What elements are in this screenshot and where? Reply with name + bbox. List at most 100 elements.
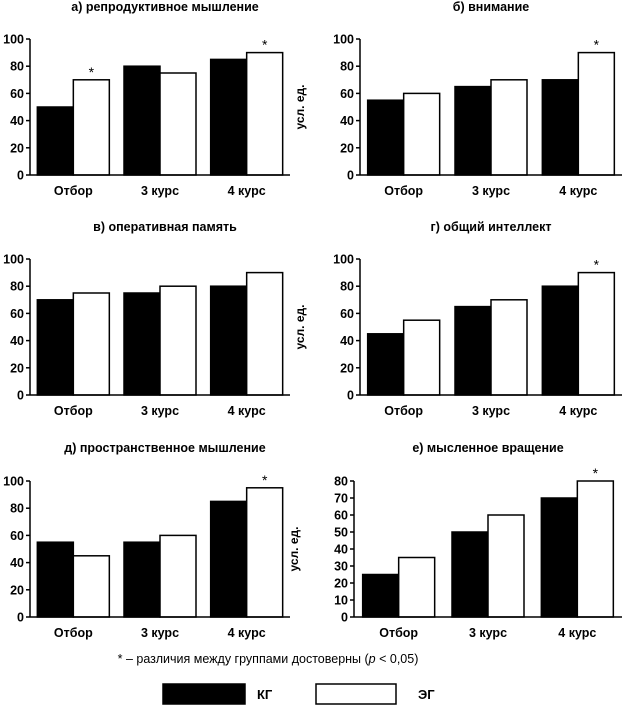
y-tick-label: 40 [340,114,354,128]
footnote-part: < 0,05) [376,652,419,666]
y-tick-label: 20 [340,361,354,375]
x-category-label: 3 курс [141,626,179,640]
y-tick-label: 80 [10,280,24,294]
bar-eg [490,79,528,176]
bar-eg [72,292,111,396]
bar-kg [541,79,580,176]
bar-kg [209,285,248,396]
bar-kg [36,541,75,618]
y-tick-label: 100 [3,33,24,47]
chart-title: е) мысленное вращение [412,441,563,455]
bar-kg [123,65,161,176]
chart-panel: в) оперативная память 0 20 40 60 80 100 Отбор 3 … [3,220,290,418]
footnote-part: p [368,652,376,666]
y-tick-label: 0 [17,169,24,183]
chart-title: а) репродуктивное мышление [71,0,259,14]
bar-kg [209,500,248,618]
chart-title: б) внимание [453,0,530,14]
bar-kg [454,305,492,396]
y-tick-label: 20 [334,577,348,591]
footnote-part: * [118,652,123,666]
bar-eg [577,51,616,176]
x-category-label: 3 курс [472,184,510,198]
y-axis-label: усл. ед. [287,527,301,572]
bar-kg [541,285,580,396]
bar-eg [72,555,111,618]
y-tick-label: 50 [334,526,348,540]
bar-eg [576,480,615,618]
y-tick-label: 20 [10,361,24,375]
legend-swatch-eg [315,683,397,705]
bar-kg [366,333,405,396]
significance-star: * [594,37,600,53]
bar-eg [72,79,111,176]
bar-kg [123,541,161,618]
x-category-label: 3 курс [472,404,510,418]
chart-panel: г) общий интеллект 0 20 40 60 80 100 Отбор 3 кур… [293,220,622,418]
bar-eg [397,556,436,618]
y-tick-label: 40 [10,556,24,570]
significance-star: * [262,37,268,53]
bar-kg [123,292,161,396]
y-tick-label: 40 [334,543,348,557]
y-tick-label: 0 [17,389,24,403]
footnote: * – различия между группами достоверны (… [118,652,419,666]
y-tick-label: 30 [334,560,348,574]
x-category-label: 4 курс [559,404,597,418]
y-tick-label: 80 [10,60,24,74]
y-axis-label: усл. ед. [293,85,307,130]
y-tick-label: 20 [10,583,24,597]
bar-eg [159,72,197,176]
chart-title: д) пространственное мышление [64,441,265,455]
y-tick-label: 100 [333,33,354,47]
y-tick-label: 0 [341,611,348,625]
y-tick-label: 10 [334,594,348,608]
bar-kg [454,85,492,176]
chart-title: г) общий интеллект [431,220,552,234]
y-tick-label: 60 [340,87,354,101]
bar-kg [540,497,579,618]
chart-panel: а) репродуктивное мышление 0 20 40 60 80 100 * О… [3,0,290,198]
x-category-label: Отбор [54,404,93,418]
y-tick-label: 60 [334,509,348,523]
y-tick-label: 80 [340,60,354,74]
bar-eg [577,271,616,396]
bar-eg [159,534,197,618]
x-category-label: 4 курс [228,184,266,198]
y-tick-label: 70 [334,492,348,506]
y-tick-label: 20 [10,141,24,155]
x-category-label: Отбор [379,626,418,640]
bar-kg [451,531,489,618]
legend-label-kg: КГ [257,687,273,702]
x-category-label: 4 курс [228,404,266,418]
y-tick-label: 100 [3,253,24,267]
bar-eg [402,92,441,176]
y-tick-label: 100 [333,253,354,267]
bar-eg [487,514,525,618]
y-tick-label: 60 [340,307,354,321]
bar-eg [245,51,284,176]
chart-panel: е) мысленное вращение 0 10 20 30 40 50 60 70 80 От… [287,441,622,640]
y-tick-label: 80 [340,280,354,294]
y-tick-label: 0 [347,389,354,403]
legend-label-eg: ЭГ [418,687,435,702]
bar-kg [209,58,248,176]
footnote-part: – различия между группами достоверны ( [123,652,370,666]
bar-eg [245,487,284,618]
x-category-label: 4 курс [558,626,596,640]
x-category-label: 3 курс [141,404,179,418]
x-category-label: Отбор [54,184,93,198]
x-category-label: Отбор [384,184,423,198]
y-tick-label: 80 [334,475,348,489]
y-tick-label: 60 [10,529,24,543]
y-tick-label: 40 [340,334,354,348]
bar-kg [36,106,75,176]
y-tick-label: 60 [10,87,24,101]
bar-eg [245,271,284,396]
y-tick-label: 20 [340,141,354,155]
chart-title: в) оперативная память [93,220,237,234]
bar-eg [402,319,441,396]
legend-swatch-kg [162,683,246,705]
y-tick-label: 40 [10,334,24,348]
